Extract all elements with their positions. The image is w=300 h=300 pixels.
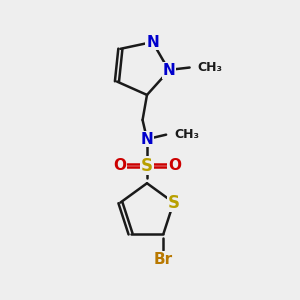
Text: S: S	[168, 194, 180, 211]
Text: Br: Br	[154, 252, 173, 267]
Text: O: O	[168, 158, 181, 173]
Text: O: O	[113, 158, 126, 173]
Text: N: N	[163, 63, 176, 78]
Text: N: N	[141, 132, 153, 147]
Text: CH₃: CH₃	[174, 128, 199, 141]
Text: N: N	[146, 34, 159, 50]
Text: CH₃: CH₃	[197, 61, 223, 74]
Text: S: S	[141, 157, 153, 175]
